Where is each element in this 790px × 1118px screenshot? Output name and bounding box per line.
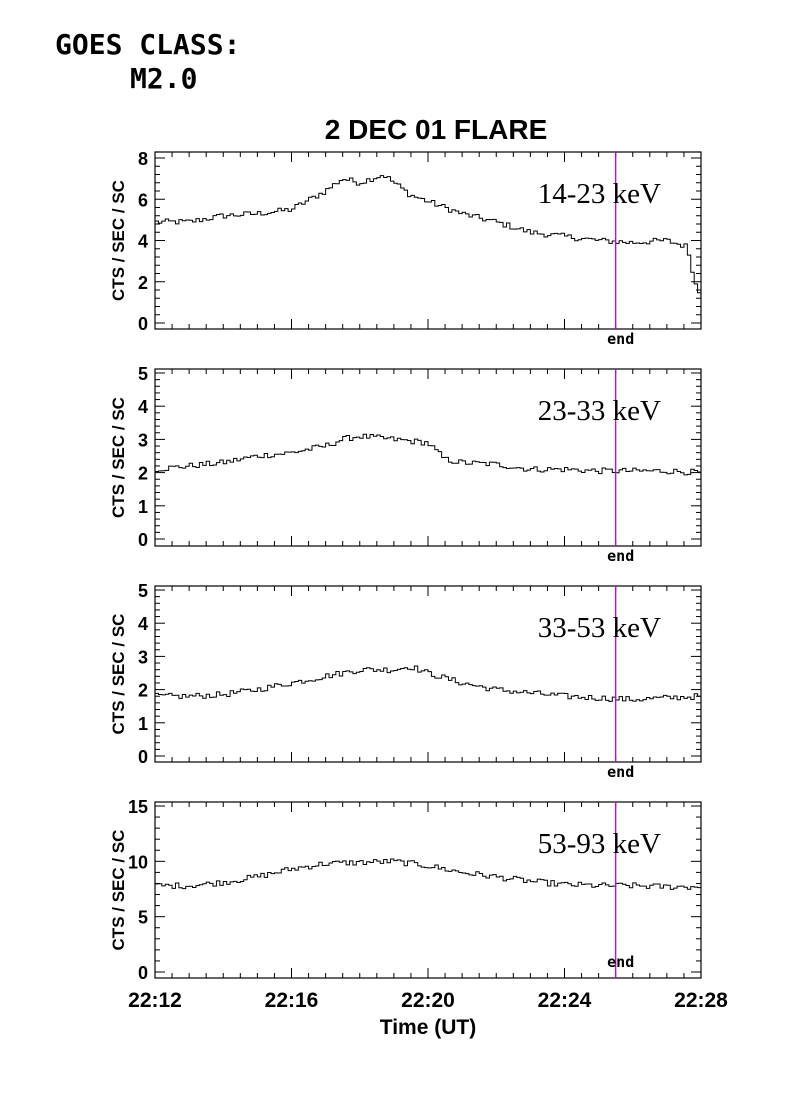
x-axis-label: Time (UT) <box>380 1016 476 1039</box>
y-axis-label: CTS / SEC / SC <box>109 180 128 301</box>
y-tick-label: 4 <box>138 232 148 252</box>
energy-band-label: 23-33 keV <box>538 395 661 427</box>
goes-class-value: M2.0 <box>130 62 198 95</box>
y-tick-label: 8 <box>138 149 148 169</box>
panels-group: 0 2 4 6 8 CTS / SEC / SC 14-23 keV end 0 1 2 3 4 5 CTS… <box>109 149 702 983</box>
end-marker-label: end <box>607 763 634 781</box>
y-axis-label: CTS / SEC / SC <box>109 830 128 951</box>
y-axis-label: CTS / SEC / SC <box>109 614 128 735</box>
count-rate-line <box>155 433 701 476</box>
y-tick-label: 3 <box>138 647 148 667</box>
y-tick-label: 10 <box>128 852 148 872</box>
y-tick-label: 5 <box>138 364 148 384</box>
panel-1: 0 2 4 6 8 CTS / SEC / SC 14-23 keV end <box>109 149 702 348</box>
y-tick-label: 5 <box>138 581 148 601</box>
y-tick-label: 2 <box>138 464 148 484</box>
y-tick-label: 4 <box>138 614 148 634</box>
y-tick-label: 5 <box>138 908 148 928</box>
chart-title: 2 DEC 01 FLARE <box>325 114 548 145</box>
end-marker-label: end <box>607 330 634 348</box>
x-tick-label: 22:16 <box>265 989 319 1012</box>
goes-class-caption: GOES CLASS: <box>55 28 241 61</box>
y-tick-label: 1 <box>138 497 148 517</box>
x-tick-label: 22:28 <box>674 989 728 1012</box>
count-rate-line <box>155 175 701 294</box>
end-marker-label: end <box>607 547 634 565</box>
y-tick-label: 0 <box>138 530 148 550</box>
y-axis-label: CTS / SEC / SC <box>109 397 128 518</box>
x-tick-label: 22:24 <box>538 989 592 1012</box>
y-tick-label: 2 <box>138 681 148 701</box>
y-tick-label: 2 <box>138 273 148 293</box>
count-rate-line <box>155 858 701 890</box>
energy-band-label: 33-53 keV <box>538 612 661 644</box>
x-tick-label: 22:20 <box>401 989 455 1012</box>
energy-band-label: 14-23 keV <box>538 178 661 210</box>
goes-class-label: GOES CLASS: M2.0 <box>55 28 240 96</box>
energy-band-label: 53-93 keV <box>538 828 661 860</box>
x-axis: 22:12 22:16 22:20 22:24 22:28 <box>128 989 728 1012</box>
y-tick-label: 0 <box>138 747 148 767</box>
x-tick-label: 22:12 <box>128 989 182 1012</box>
panel-2: 0 1 2 3 4 5 CTS / SEC / SC 23-33 keV end <box>109 364 702 565</box>
panel-3: 0 1 2 3 4 5 CTS / SEC / SC 33-53 keV end <box>109 581 702 781</box>
y-tick-label: 15 <box>128 797 148 817</box>
y-tick-label: 0 <box>138 314 148 334</box>
y-tick-label: 6 <box>138 190 148 210</box>
count-rate-line <box>155 665 701 702</box>
y-tick-label: 3 <box>138 430 148 450</box>
y-tick-label: 1 <box>138 714 148 734</box>
y-tick-label: 4 <box>138 397 148 417</box>
y-tick-label: 0 <box>138 963 148 983</box>
end-marker-label: end <box>607 953 634 971</box>
